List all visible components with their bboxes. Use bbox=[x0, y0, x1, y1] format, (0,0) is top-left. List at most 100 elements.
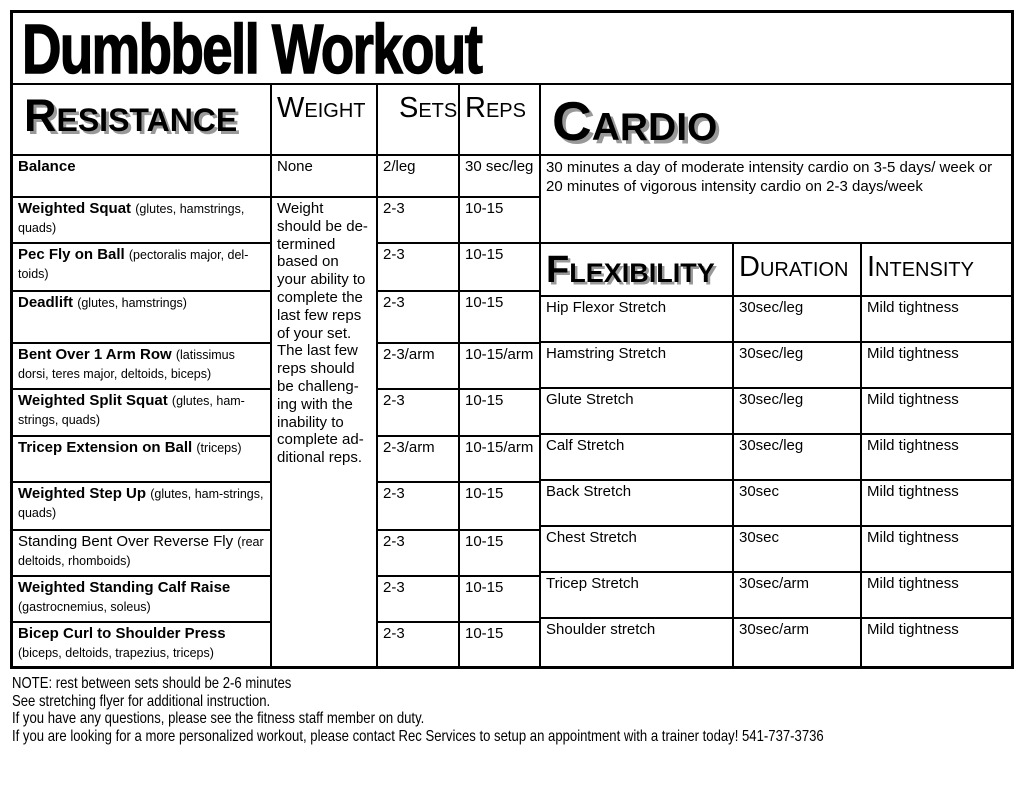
weight-header: Weight bbox=[270, 85, 378, 156]
reps-cell: 10-15 bbox=[458, 529, 541, 577]
exercise-cell: Weighted Step Up (glutes, ham-strings, q… bbox=[13, 481, 272, 531]
exercise-cell: Deadlift (glutes, hamstrings) bbox=[13, 290, 272, 344]
duration-cell: 30sec/arm bbox=[732, 571, 862, 619]
stretch-cell: Chest Stretch bbox=[541, 525, 734, 573]
table-row: Tricep Extension on Ball (triceps) 2-3/a… bbox=[13, 435, 541, 483]
intensity-cell: Mild tightness bbox=[859, 525, 1013, 573]
exercise-name: Bent Over 1 Arm Row bbox=[18, 346, 172, 363]
table-row: Chest Stretch 30sec Mild tightness bbox=[541, 525, 1013, 573]
exercise-cell: Pec Fly on Ball (pectoralis major, del-t… bbox=[13, 242, 272, 292]
page-title: Dumbbell Workout bbox=[21, 13, 483, 85]
sets-cell: 2/leg bbox=[376, 154, 460, 198]
sets-cell: 2-3 bbox=[376, 575, 460, 623]
note-line: If you have any questions, please see th… bbox=[12, 710, 425, 728]
reps-cell: 10-15 bbox=[458, 196, 541, 244]
sets-cell: 2-3 bbox=[376, 481, 460, 531]
exercise-cell: Bent Over 1 Arm Row (latissimus dorsi, t… bbox=[13, 342, 272, 390]
table-row: Shoulder stretch 30sec/arm Mild tightnes… bbox=[541, 617, 1013, 666]
intensity-header: Intensity bbox=[859, 242, 1013, 297]
muscle-groups: (glutes, hamstrings, quads) bbox=[18, 202, 245, 235]
exercise-cell: Balance bbox=[13, 154, 272, 198]
reps-cell: 10-15 bbox=[458, 575, 541, 623]
reps-cell: 10-15 bbox=[458, 388, 541, 437]
duration-cell: 30sec bbox=[732, 479, 862, 527]
duration-cell: 30sec/leg bbox=[732, 387, 862, 435]
cardio-flexibility-table: Cardio 30 minutes a day of moderate inte… bbox=[541, 85, 1013, 666]
weight-header-label: Weight bbox=[277, 92, 366, 124]
table-row: Hip Flexor Stretch 30sec/leg Mild tightn… bbox=[541, 295, 1013, 343]
sets-cell: 2-3 bbox=[376, 242, 460, 292]
stretch-cell: Tricep Stretch bbox=[541, 571, 734, 619]
footer-notes: NOTE: rest between sets should be 2-6 mi… bbox=[12, 675, 1024, 745]
muscle-groups: (glutes, ham-strings, quads) bbox=[18, 487, 264, 520]
muscle-groups: (triceps) bbox=[196, 441, 242, 455]
stretch-cell: Shoulder stretch bbox=[541, 617, 734, 666]
intensity-cell: Mild tightness bbox=[859, 295, 1013, 343]
table-row: Weighted Standing Calf Raise (gastrocnem… bbox=[13, 575, 541, 623]
reps-cell: 10-15 bbox=[458, 621, 541, 666]
intensity-cell: Mild tightness bbox=[859, 387, 1013, 435]
reps-header-label: Reps bbox=[465, 92, 526, 124]
resistance-header-row: Resistance Weight Sets Reps bbox=[13, 85, 541, 156]
intensity-cell: Mild tightness bbox=[859, 617, 1013, 666]
exercise-name: Weighted Standing Calf Raise bbox=[18, 579, 231, 596]
resistance-header: Resistance bbox=[13, 85, 272, 156]
duration-cell: 30sec/leg bbox=[732, 295, 862, 343]
duration-cell: 30sec/leg bbox=[732, 433, 862, 481]
duration-cell: 30sec bbox=[732, 525, 862, 573]
exercise-name: Tricep Extension on Ball bbox=[18, 439, 193, 456]
duration-header-label: Duration bbox=[739, 251, 849, 283]
exercise-name: Weighted Split Squat bbox=[18, 392, 168, 409]
flexibility-header-label: Flexibility bbox=[546, 249, 715, 291]
exercise-name: Weighted Squat bbox=[18, 200, 132, 217]
exercise-cell: Weighted Squat (glutes, hamstrings, quad… bbox=[13, 196, 272, 244]
sets-cell: 2-3 bbox=[376, 388, 460, 437]
cardio-recommendation: 30 minutes a day of moderate intensity c… bbox=[541, 154, 1013, 244]
table-row: Weighted Squat (glutes, hamstrings, quad… bbox=[13, 196, 541, 666]
cardio-header: Cardio bbox=[541, 85, 1013, 156]
sets-header: Sets bbox=[376, 85, 460, 156]
resistance-table: Resistance Weight Sets Reps Balance None… bbox=[13, 85, 541, 666]
table-row: Weighted Split Squat (glutes, ham-string… bbox=[13, 388, 541, 437]
flexibility-header-row: Flexibility Duration Intensity bbox=[541, 242, 1013, 297]
table-row: Hamstring Stretch 30sec/leg Mild tightne… bbox=[541, 341, 1013, 389]
exercise-name: Bicep Curl to Shoulder Press bbox=[18, 625, 226, 642]
note-line: If you are looking for a more personaliz… bbox=[12, 727, 824, 745]
stretch-cell: Hip Flexor Stretch bbox=[541, 295, 734, 343]
sets-cell: 2-3 bbox=[376, 290, 460, 344]
table-row: Balance None 2/leg 30 sec/leg bbox=[13, 154, 541, 198]
reps-cell: 30 sec/leg bbox=[458, 154, 541, 198]
content-area: Resistance Weight Sets Reps Balance None… bbox=[13, 85, 1013, 666]
weight-note-cell: Weight should be de- termined based on y… bbox=[270, 196, 378, 666]
table-row: Bent Over 1 Arm Row (latissimus dorsi, t… bbox=[13, 342, 541, 390]
flexibility-header: Flexibility bbox=[541, 242, 734, 297]
sets-cell: 2-3 bbox=[376, 621, 460, 666]
muscle-groups: (rear deltoids, rhomboids) bbox=[18, 535, 264, 568]
stretch-cell: Calf Stretch bbox=[541, 433, 734, 481]
note-line: See stretching flyer for additional inst… bbox=[12, 692, 271, 710]
sets-cell: 2-3/arm bbox=[376, 435, 460, 483]
reps-cell: 10-15 bbox=[458, 481, 541, 531]
reps-header: Reps bbox=[458, 85, 541, 156]
duration-cell: 30sec/arm bbox=[732, 617, 862, 666]
sets-cell: 2-3/arm bbox=[376, 342, 460, 390]
intensity-cell: Mild tightness bbox=[859, 341, 1013, 389]
table-row: Back Stretch 30sec Mild tightness bbox=[541, 479, 1013, 527]
sets-cell: 2-3 bbox=[376, 196, 460, 244]
exercise-name: Deadlift bbox=[18, 294, 74, 311]
muscle-groups: (gastrocnemius, soleus) bbox=[18, 599, 151, 614]
workout-sheet: Dumbbell Workout Resistance Weight Sets … bbox=[10, 10, 1014, 669]
muscle-groups: (glutes, hamstrings) bbox=[77, 296, 187, 310]
cardio-header-label: Cardio bbox=[552, 90, 718, 152]
intensity-cell: Mild tightness bbox=[859, 571, 1013, 619]
table-row: Pec Fly on Ball (pectoralis major, del-t… bbox=[13, 242, 541, 292]
table-row: Glute Stretch 30sec/leg Mild tightness bbox=[541, 387, 1013, 435]
exercise-cell: Bicep Curl to Shoulder Press (biceps, de… bbox=[13, 621, 272, 666]
exercise-cell: Tricep Extension on Ball (triceps) bbox=[13, 435, 272, 483]
reps-cell: 10-15/arm bbox=[458, 435, 541, 483]
intensity-header-label: Intensity bbox=[867, 251, 974, 283]
exercise-name: Pec Fly on Ball bbox=[18, 246, 125, 263]
muscle-groups: (glutes, ham-strings, quads) bbox=[18, 394, 245, 427]
reps-cell: 10-15 bbox=[458, 290, 541, 344]
sets-header-label: Sets bbox=[399, 92, 458, 124]
